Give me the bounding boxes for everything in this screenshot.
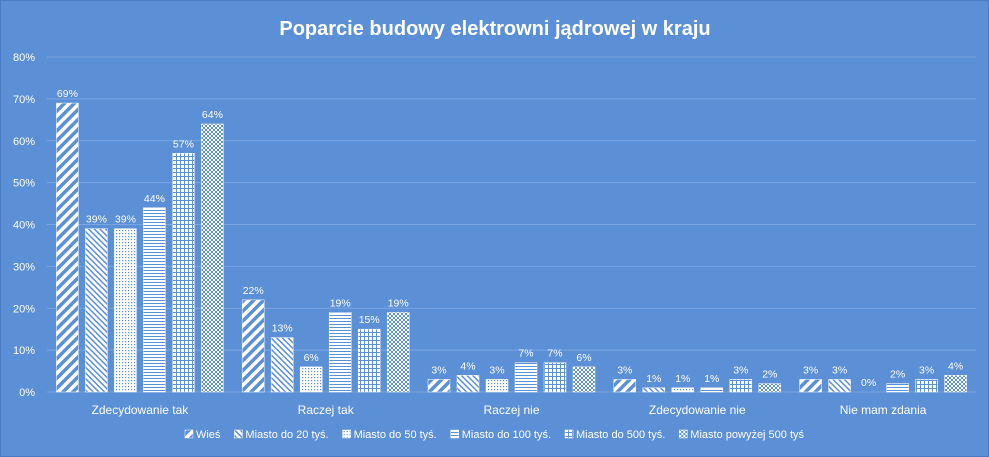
bar [671, 387, 695, 393]
legend-label: Miasto do 20 tyś. [245, 429, 328, 441]
data-label: 3% [489, 364, 504, 376]
y-tick-label: 20% [13, 303, 35, 315]
bar [944, 375, 967, 393]
legend-swatch [450, 429, 459, 439]
bar [241, 299, 265, 393]
data-label: 1% [646, 373, 661, 385]
bar [613, 379, 637, 393]
bar [700, 387, 724, 393]
data-label: 3% [617, 364, 632, 376]
bar [828, 379, 851, 393]
data-label: 39% [86, 214, 107, 226]
bar [386, 312, 410, 393]
bar [543, 362, 567, 393]
legend-label: Wieś [196, 429, 221, 441]
legend-label: Miasto powyżej 500 tyś [690, 429, 804, 441]
data-label: 19% [388, 297, 409, 309]
y-tick-label: 30% [13, 261, 35, 273]
bar [328, 312, 352, 393]
x-axis-tick-labels: Zdecydowanie tak Raczej tak Raczej nie Zdec… [92, 403, 927, 417]
bar [886, 383, 909, 393]
data-label: 2% [890, 369, 905, 381]
bar [143, 207, 166, 393]
legend-swatch [342, 429, 351, 439]
legend-item: Miasto powyżej 500 tyś [679, 429, 805, 441]
data-label: 44% [144, 193, 165, 205]
data-label: 3% [431, 364, 446, 376]
bar [485, 379, 509, 393]
data-label: 3% [803, 364, 818, 376]
data-label: 57% [173, 138, 194, 150]
bar [357, 328, 381, 393]
data-label: 3% [832, 364, 847, 376]
data-label: 0% [861, 377, 876, 389]
legend-item: Miasto do 20 tyś. [234, 429, 329, 441]
bar [799, 379, 822, 393]
data-label: 4% [460, 360, 475, 372]
data-label: 13% [272, 323, 293, 335]
legend-label: Miasto do 100 tyś. [462, 429, 551, 441]
data-label: 4% [948, 360, 963, 372]
bar [514, 362, 538, 393]
data-label: 19% [330, 297, 351, 309]
x-tick-label: Nie mam zdania [840, 403, 927, 417]
legend-swatch [564, 429, 574, 439]
data-label: 22% [243, 285, 264, 297]
data-label: 6% [576, 352, 591, 364]
data-label: 2% [762, 369, 777, 381]
bar [172, 153, 195, 393]
y-tick-label: 70% [13, 94, 35, 106]
x-tick-label: Raczej nie [483, 403, 539, 417]
bar [270, 337, 294, 393]
data-label: 1% [675, 373, 690, 385]
bar [427, 379, 451, 393]
data-label: 1% [704, 373, 719, 385]
data-label: 15% [359, 314, 380, 326]
data-label: 7% [547, 348, 562, 360]
chart-title: Poparcie budowy elektrowni jądrowej w kr… [279, 18, 710, 40]
bar [114, 228, 137, 393]
bar [56, 102, 79, 393]
y-tick-label: 10% [13, 345, 35, 357]
y-axis-tick-labels: 0% 10% 20% 30% 40% 50% 60% 70% 80% [13, 52, 35, 399]
bar [758, 383, 782, 393]
legend-swatch [679, 429, 688, 439]
data-label: 69% [57, 88, 78, 100]
bar [729, 379, 753, 393]
data-labels: 69% 39% 39% 44% 57% 64% 22% 13% 6% 19% 15% 19% 3% 4% 3… [57, 88, 963, 389]
bar [456, 375, 480, 393]
bar [642, 387, 666, 393]
data-label: 3% [733, 364, 748, 376]
data-label: 3% [919, 364, 934, 376]
legend-item: Miasto do 50 tyś. [342, 429, 437, 441]
data-label: 39% [115, 214, 136, 226]
legend-label: Miasto do 50 tyś. [354, 429, 437, 441]
legend-item: Miasto do 100 tyś. [450, 429, 551, 441]
data-label: 64% [202, 109, 223, 121]
y-tick-label: 0% [19, 387, 35, 399]
data-label: 7% [518, 348, 533, 360]
legend-item: Wieś [184, 429, 221, 441]
bar [85, 228, 108, 393]
x-tick-label: Zdecydowanie nie [649, 403, 746, 417]
bar [572, 366, 596, 393]
bars [56, 102, 967, 393]
y-tick-label: 40% [13, 220, 35, 232]
y-tick-label: 50% [13, 178, 35, 190]
x-tick-label: Raczej tak [298, 403, 355, 417]
bar [915, 379, 938, 393]
bar [299, 366, 323, 393]
legend-label: Miasto do 500 tyś. [576, 429, 665, 441]
legend-swatch [234, 429, 243, 439]
y-tick-label: 60% [13, 136, 35, 148]
y-tick-label: 80% [13, 52, 35, 64]
legend-item: Miasto do 500 tyś. [564, 429, 665, 441]
legend-swatch [184, 429, 194, 439]
x-tick-label: Zdecydowanie tak [92, 403, 190, 417]
bar [201, 123, 224, 393]
data-label: 6% [304, 352, 319, 364]
legend: Wieś Miasto do 20 tyś. Miasto do 50 tyś. Mi… [184, 429, 805, 441]
